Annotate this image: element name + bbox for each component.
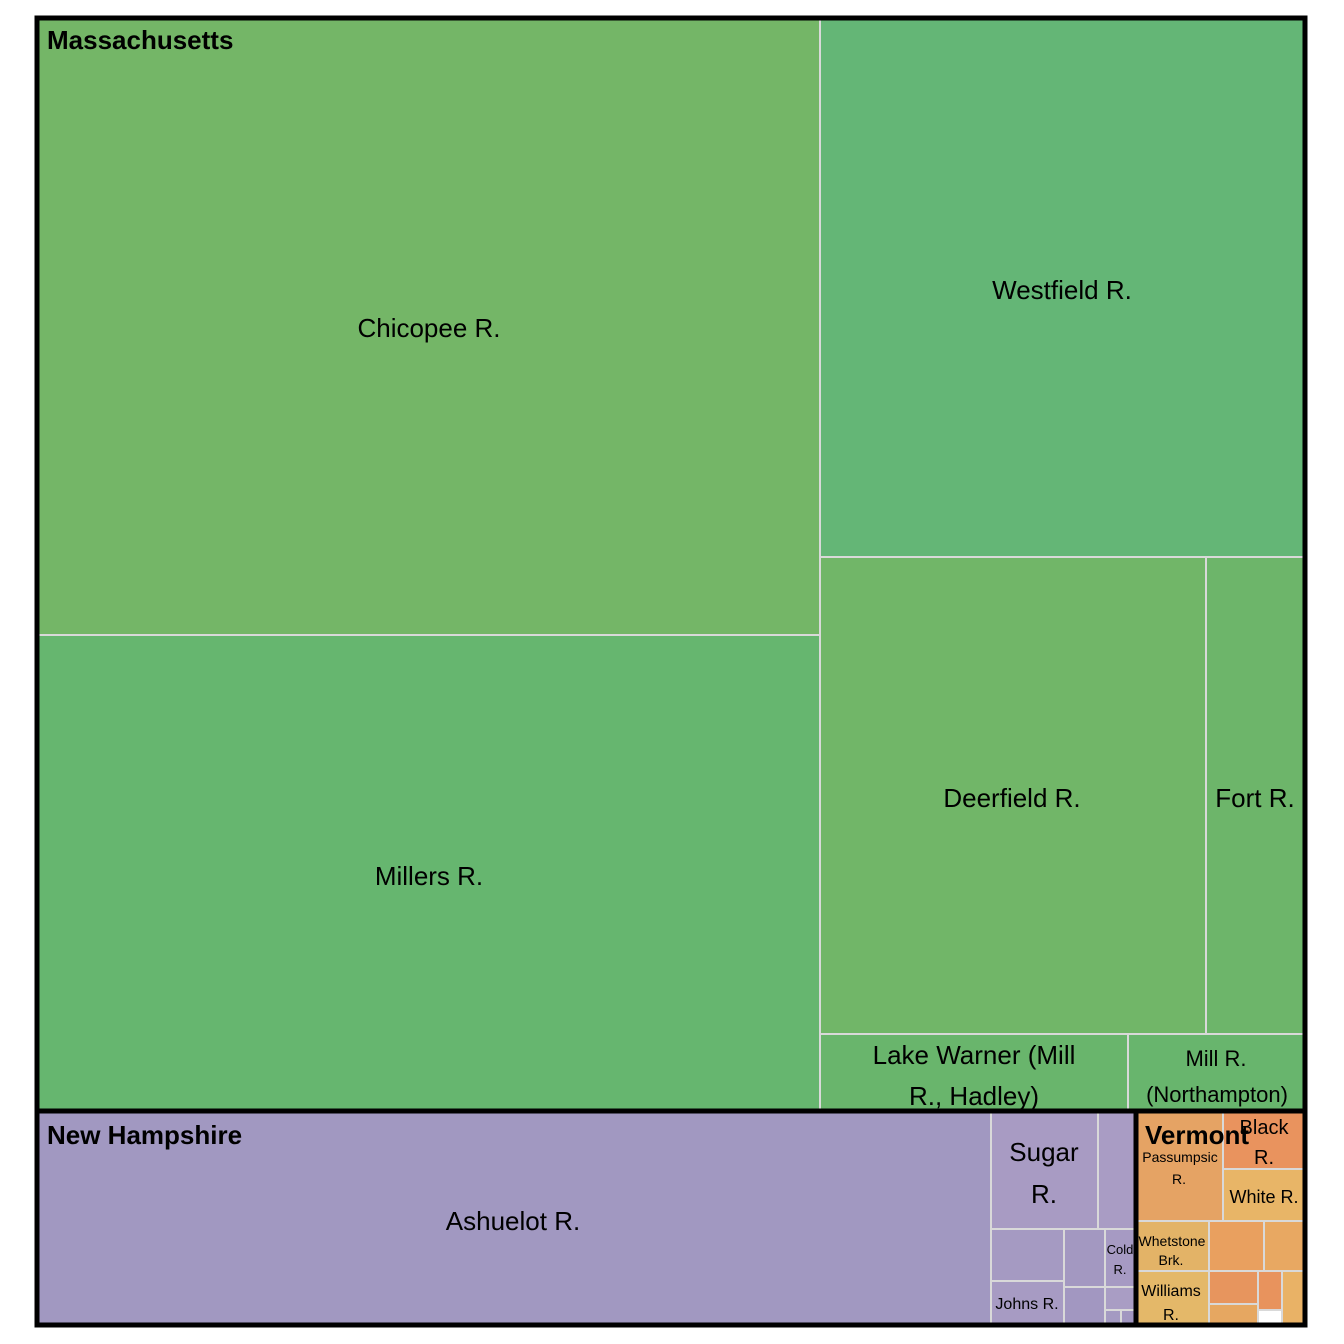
massachusetts-cell-label-3: Deerfield R. (943, 783, 1080, 813)
massachusetts-group-label: Massachusetts (47, 25, 233, 55)
treemap-labels: Chicopee R. Millers R. Westfield R. Deerfie… (47, 25, 1299, 1324)
massachusetts-cell-3 (819, 556, 1207, 1035)
new-hampshire-group-label: New Hampshire (47, 1120, 242, 1150)
vermont-cell-label-2: White R. (1229, 1187, 1298, 1207)
vermont-cell-label-1: Black R. (1240, 1117, 1290, 1169)
vermont-cell-9 (1208, 1303, 1259, 1326)
new-hampshire-cell-7 (1063, 1286, 1106, 1326)
vermont-cell-label-3: Whetstone Brk. (1139, 1233, 1206, 1268)
massachusetts-cell-label-6: Mill R. (Northampton) (1146, 1046, 1288, 1107)
new-hampshire-cell-label-5: Cold R. (1107, 1242, 1134, 1277)
new-hampshire-cell-1 (990, 1110, 1099, 1230)
vermont-cell-4 (1208, 1220, 1265, 1272)
new-hampshire-cell-0 (36, 1110, 992, 1326)
vermont-cell-1 (1222, 1110, 1306, 1170)
vermont-cell-7 (1208, 1270, 1259, 1305)
massachusetts-cell-5 (819, 1033, 1129, 1112)
new-hampshire-cell-label-1: Sugar R. (1009, 1137, 1079, 1209)
massachusetts-cell-1 (36, 634, 821, 1112)
new-hampshire-cell-label-6: Johns R. (995, 1296, 1058, 1313)
massachusetts-cell-4 (1205, 556, 1306, 1035)
massachusetts-cell-label-4: Fort R. (1215, 783, 1294, 813)
vermont-cell-label-6: Williams R. (1141, 1283, 1201, 1324)
new-hampshire-cell-3 (990, 1228, 1065, 1282)
vermont-cell-10 (1281, 1270, 1306, 1326)
massachusetts-cell-label-2: Westfield R. (992, 275, 1132, 305)
treemap-cells (36, 17, 1306, 1326)
new-hampshire-cell-label-0: Ashuelot R. (446, 1206, 580, 1236)
new-hampshire-cell-5 (1104, 1228, 1137, 1288)
new-hampshire-cell-8 (1104, 1286, 1137, 1311)
vermont-cell-2 (1222, 1168, 1306, 1222)
vermont-cell-5 (1263, 1220, 1306, 1272)
vermont-cell-8 (1257, 1270, 1283, 1311)
massachusetts-cell-label-1: Millers R. (375, 861, 483, 891)
group-frames (34, 15, 1308, 1328)
massachusetts-cell-label-5: Lake Warner (Mill R., Hadley) (873, 1040, 1076, 1111)
vermont-cell-0 (1135, 1110, 1224, 1222)
new-hampshire-cell-4 (1063, 1228, 1106, 1288)
new-hampshire-cell-2 (1097, 1110, 1137, 1230)
new-hampshire-cell-6 (990, 1280, 1065, 1326)
massachusetts-cell-0 (36, 17, 821, 636)
massachusetts-cell-label-0: Chicopee R. (357, 313, 500, 343)
vermont-group-label: Vermont (1145, 1120, 1249, 1150)
vermont-group-frame (1133, 1108, 1308, 1328)
vermont-cell-label-0: Passumpsic R. (1142, 1149, 1217, 1187)
